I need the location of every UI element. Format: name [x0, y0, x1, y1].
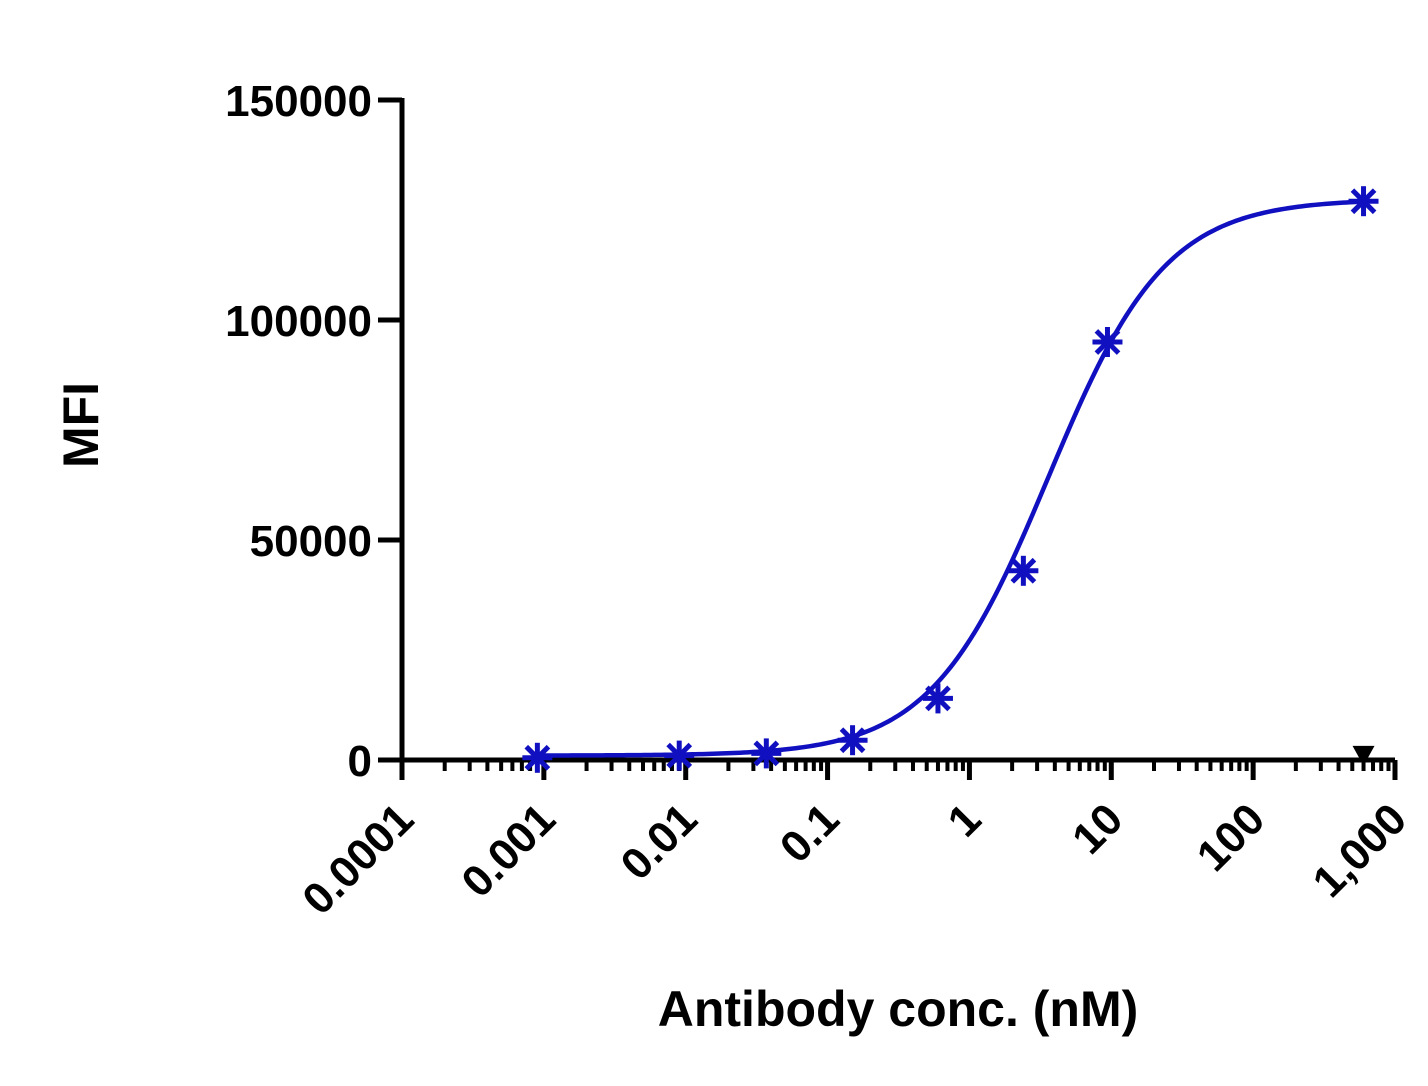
x-tick-label: 10 — [1063, 794, 1132, 863]
x-axis-ticks: 0.0001 0.001 0.01 0.1 1 10 100 1,000 — [293, 760, 1416, 924]
y-axis-title: MFI — [53, 382, 109, 468]
data-point — [1008, 555, 1039, 586]
y-axis-ticks: 0 50000 100000 150000 — [225, 77, 402, 786]
data-point — [664, 740, 695, 771]
x-tick-label: 1,000 — [1304, 794, 1417, 907]
x-tick-label: 100 — [1188, 794, 1275, 881]
x-tick-label: 0.1 — [771, 794, 849, 872]
data-point — [751, 738, 782, 769]
x-axis-title: Antibody conc. (nM) — [658, 981, 1139, 1037]
data-point — [1092, 327, 1123, 357]
data-point — [1352, 745, 1375, 766]
data-points-layer — [522, 186, 1379, 773]
y-tick-label: 100000 — [225, 297, 372, 346]
y-tick-label: 50000 — [250, 517, 372, 566]
y-tick-label: 0 — [348, 737, 372, 786]
fit-curve-layer — [537, 199, 1364, 758]
x-tick-label: 0.0001 — [293, 794, 423, 924]
x-tick-label: 0.01 — [612, 794, 707, 889]
data-point — [837, 725, 868, 756]
x-tick-label: 0.001 — [452, 794, 565, 907]
y-tick-label: 150000 — [225, 77, 372, 126]
axes — [399, 98, 1395, 763]
x-tick-label: 1 — [939, 794, 991, 846]
data-point — [522, 742, 553, 773]
data-point — [1348, 186, 1379, 217]
data-point — [922, 683, 953, 714]
fit-curve — [537, 199, 1364, 758]
